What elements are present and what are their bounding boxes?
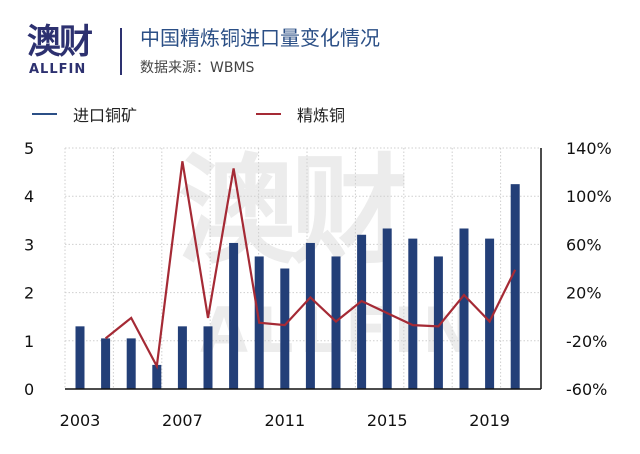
right-tick-label: -20% [566, 332, 607, 351]
bar-2004 [101, 338, 111, 389]
bar-2006 [152, 364, 162, 389]
allfin-logo: 澳财 ALLFIN [27, 24, 105, 80]
bar-2019 [485, 238, 495, 389]
bar-2015 [382, 228, 392, 389]
left-tick-label: 5 [24, 139, 34, 158]
x-tick-label: 2003 [60, 411, 101, 430]
logo-english-text: ALLFIN [29, 62, 87, 77]
bar-2011 [280, 268, 290, 389]
legend-swatch-blue-line-icon [32, 113, 57, 115]
bar-2012 [305, 242, 315, 389]
bar-2009 [229, 242, 239, 389]
header-divider [120, 28, 122, 75]
bar-2005 [126, 338, 136, 389]
bar-2014 [357, 234, 367, 389]
x-tick-label: 2015 [367, 411, 408, 430]
bar-2018 [459, 228, 469, 389]
logo-chinese-text: 澳财 [27, 22, 93, 62]
right-tick-label: 140% [566, 139, 612, 158]
refined-copper-line [104, 161, 517, 370]
bar-2017 [433, 256, 443, 389]
chart-title: 中国精炼铜进口量变化情况 [140, 26, 380, 50]
legend-swatch-red-line-icon [256, 113, 281, 115]
line-series-refined-copper [104, 161, 517, 370]
right-tick-label: 60% [566, 235, 602, 254]
left-tick-label: 4 [24, 187, 34, 206]
x-tick-label: 2019 [469, 411, 510, 430]
bar-2007 [177, 326, 187, 389]
x-tick-label: 2011 [264, 411, 305, 430]
legend-item-copper-ore: 进口铜矿 [32, 104, 138, 125]
right-axis-ticks: -60% -20% 20% 60% 100% 140% [566, 139, 612, 399]
bar-2020 [510, 184, 520, 389]
left-tick-label: 2 [24, 284, 34, 303]
right-tick-label: 20% [566, 284, 602, 303]
bar-2016 [408, 238, 418, 389]
legend-label: 进口铜矿 [73, 106, 138, 125]
right-tick-label: -60% [566, 380, 607, 399]
x-axis-ticks: 2003 2007 2011 2015 2019 [60, 411, 510, 430]
legend-item-refined-copper: 精炼铜 [256, 104, 346, 125]
axes [65, 148, 542, 390]
chart-source: 数据来源：WBMS [140, 60, 255, 76]
x-tick-label: 2007 [162, 411, 203, 430]
left-axis-ticks: 0 1 2 3 4 5 [24, 139, 34, 399]
left-tick-label: 1 [24, 332, 34, 351]
watermark-chinese: 澳财 [178, 142, 405, 280]
legend-label: 精炼铜 [297, 106, 346, 125]
left-tick-label: 3 [24, 235, 34, 254]
bar-2003 [75, 326, 85, 389]
right-tick-label: 100% [566, 187, 612, 206]
left-tick-label: 0 [24, 380, 34, 399]
bar-2008 [203, 326, 213, 389]
